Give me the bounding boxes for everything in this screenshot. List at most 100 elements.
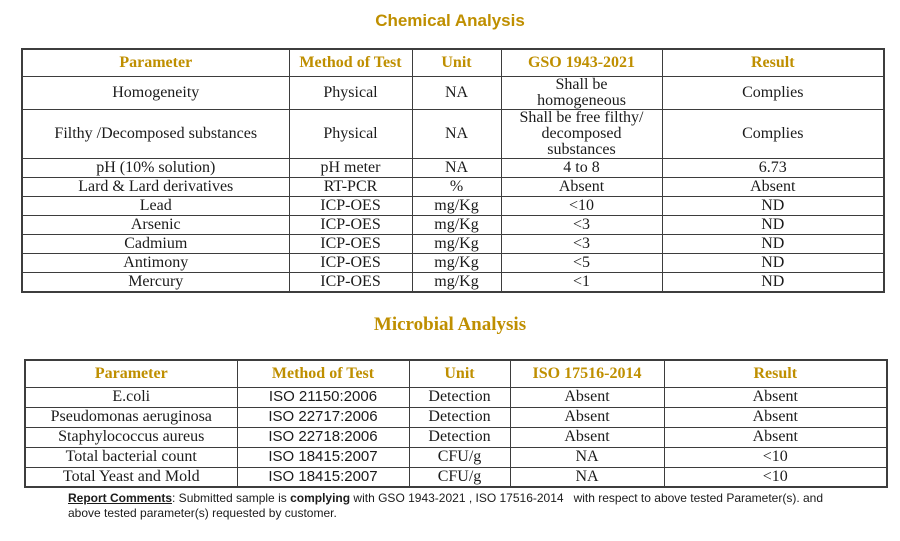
header-parameter: Parameter bbox=[24, 359, 238, 388]
table-cell: Total bacterial count bbox=[24, 446, 238, 468]
table-cell: 4 to 8 bbox=[500, 158, 663, 178]
microbial-analysis-table: Parameter Method of Test Unit ISO 17516-… bbox=[24, 358, 888, 488]
table-cell: Staphylococcus aureus bbox=[24, 426, 238, 448]
table-cell: NA bbox=[411, 109, 502, 159]
table-cell: Arsenic bbox=[21, 215, 290, 235]
header-standard: ISO 17516-2014 bbox=[509, 359, 665, 388]
table-cell: pH (10% solution) bbox=[21, 158, 290, 178]
header-method: Method of Test bbox=[236, 359, 410, 388]
report-comments-text: with GSO 1943-2021 , ISO 17516-2014 with… bbox=[68, 491, 824, 520]
table-cell: mg/Kg bbox=[411, 234, 502, 254]
row-filthy: Filthy /Decomposed substances Physical N… bbox=[21, 109, 885, 159]
row-ph: pH (10% solution) pH meter NA 4 to 8 6.7… bbox=[21, 158, 885, 178]
table-cell: Absent bbox=[663, 426, 888, 448]
table-cell: <3 bbox=[500, 215, 663, 235]
table-cell: NA bbox=[411, 76, 502, 110]
table-cell: ND bbox=[661, 196, 885, 216]
table-cell: ISO 18415:2007 bbox=[236, 446, 410, 468]
table-cell: mg/Kg bbox=[411, 253, 502, 273]
table-cell: Detection bbox=[408, 386, 511, 408]
table-cell: ICP-OES bbox=[288, 215, 413, 235]
table-cell: NA bbox=[509, 446, 665, 468]
microbial-header-row: Parameter Method of Test Unit ISO 17516-… bbox=[24, 359, 888, 388]
row-mercury: Mercury ICP-OES mg/Kg <1 ND bbox=[21, 272, 885, 292]
table-cell: NA bbox=[509, 466, 665, 488]
row-arsenic: Arsenic ICP-OES mg/Kg <3 ND bbox=[21, 215, 885, 235]
row-total-yeast-mold: Total Yeast and Mold ISO 18415:2007 CFU/… bbox=[24, 466, 888, 488]
table-cell: ISO 18415:2007 bbox=[236, 466, 410, 488]
table-cell: ISO 22718:2006 bbox=[236, 426, 410, 448]
table-cell: mg/Kg bbox=[411, 196, 502, 216]
table-cell: Lard & Lard derivatives bbox=[21, 177, 290, 197]
table-cell: 6.73 bbox=[661, 158, 885, 178]
table-cell: ICP-OES bbox=[288, 272, 413, 292]
header-standard: GSO 1943-2021 bbox=[500, 48, 663, 77]
header-result: Result bbox=[661, 48, 885, 77]
table-cell: Cadmium bbox=[21, 234, 290, 254]
header-parameter: Parameter bbox=[21, 48, 290, 77]
row-antimony: Antimony ICP-OES mg/Kg <5 ND bbox=[21, 253, 885, 273]
table-cell: Absent bbox=[661, 177, 885, 197]
table-cell: Absent bbox=[509, 386, 665, 408]
row-cadmium: Cadmium ICP-OES mg/Kg <3 ND bbox=[21, 234, 885, 254]
table-cell: ND bbox=[661, 253, 885, 273]
table-cell: ICP-OES bbox=[288, 196, 413, 216]
table-cell: Physical bbox=[288, 109, 413, 159]
table-cell: <10 bbox=[663, 466, 888, 488]
table-cell: Lead bbox=[21, 196, 290, 216]
table-cell: RT-PCR bbox=[288, 177, 413, 197]
table-cell: Complies bbox=[661, 109, 885, 159]
table-cell: ND bbox=[661, 272, 885, 292]
table-cell: <3 bbox=[500, 234, 663, 254]
table-cell: Total Yeast and Mold bbox=[24, 466, 238, 488]
table-cell: Mercury bbox=[21, 272, 290, 292]
table-cell: pH meter bbox=[288, 158, 413, 178]
row-lead: Lead ICP-OES mg/Kg <10 ND bbox=[21, 196, 885, 216]
table-cell: ICP-OES bbox=[288, 253, 413, 273]
table-cell: mg/Kg bbox=[411, 215, 502, 235]
table-cell: Antimony bbox=[21, 253, 290, 273]
report-comments-text: : Submitted sample is bbox=[172, 491, 291, 505]
table-cell: ND bbox=[661, 215, 885, 235]
report-comments: Report Comments: Submitted sample is com… bbox=[68, 491, 880, 521]
table-cell: CFU/g bbox=[408, 466, 511, 488]
chemical-analysis-table: Parameter Method of Test Unit GSO 1943-2… bbox=[21, 48, 885, 293]
table-cell: ISO 21150:2006 bbox=[236, 386, 410, 408]
microbial-analysis-title: Microbial Analysis bbox=[373, 313, 527, 335]
table-cell: Complies bbox=[661, 76, 885, 110]
report-comments-label: Report Comments bbox=[68, 491, 173, 505]
table-cell: ISO 22717:2006 bbox=[236, 406, 410, 428]
table-cell: Shall be free filthy/ decomposed substan… bbox=[500, 109, 663, 159]
table-cell: NA bbox=[411, 158, 502, 178]
table-cell: Pseudomonas aeruginosa bbox=[24, 406, 238, 428]
table-cell: <5 bbox=[500, 253, 663, 273]
chemical-analysis-title: Chemical Analysis bbox=[375, 11, 525, 30]
table-cell: Absent bbox=[509, 426, 665, 448]
row-total-bacterial-count: Total bacterial count ISO 18415:2007 CFU… bbox=[24, 446, 888, 468]
table-cell: <10 bbox=[500, 196, 663, 216]
table-cell: Absent bbox=[663, 406, 888, 428]
header-result: Result bbox=[663, 359, 888, 388]
table-cell: Detection bbox=[408, 426, 511, 448]
table-cell: <10 bbox=[663, 446, 888, 468]
table-cell: Absent bbox=[509, 406, 665, 428]
chemical-header-row: Parameter Method of Test Unit GSO 1943-2… bbox=[21, 48, 885, 77]
table-cell: Homogeneity bbox=[21, 76, 290, 110]
table-cell: Absent bbox=[500, 177, 663, 197]
table-cell: Physical bbox=[288, 76, 413, 110]
report-comments-bold-word: complying bbox=[290, 491, 351, 505]
table-cell: Filthy /Decomposed substances bbox=[21, 109, 290, 159]
table-cell: ICP-OES bbox=[288, 234, 413, 254]
table-cell: <1 bbox=[500, 272, 663, 292]
table-cell: ND bbox=[661, 234, 885, 254]
table-cell: Detection bbox=[408, 406, 511, 428]
row-pseudomonas: Pseudomonas aeruginosa ISO 22717:2006 De… bbox=[24, 406, 888, 428]
table-cell: CFU/g bbox=[408, 446, 511, 468]
row-homogeneity: Homogeneity Physical NA Shall be homogen… bbox=[21, 76, 885, 110]
header-method: Method of Test bbox=[288, 48, 413, 77]
table-cell: Shall be homogeneous bbox=[500, 76, 663, 110]
header-unit: Unit bbox=[411, 48, 502, 77]
row-staphylococcus: Staphylococcus aureus ISO 22718:2006 Det… bbox=[24, 426, 888, 448]
table-cell: Absent bbox=[663, 386, 888, 408]
row-ecoli: E.coli ISO 21150:2006 Detection Absent A… bbox=[24, 386, 888, 408]
